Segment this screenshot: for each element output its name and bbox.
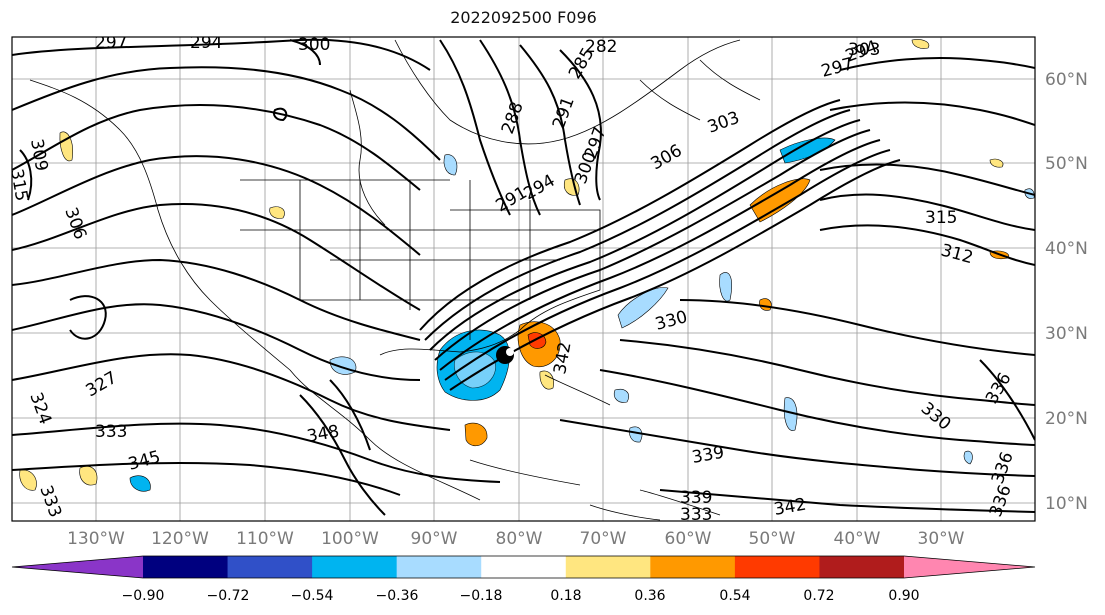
graticule <box>12 37 1035 521</box>
latitude-label: 60°N <box>1045 70 1088 90</box>
colorbar-segment <box>12 556 143 578</box>
map-title: 2022092500 F096 <box>450 8 597 27</box>
colorbar <box>11 555 1036 579</box>
colorbar-tick-label: 0.18 <box>550 588 581 604</box>
colorbar-segment <box>650 556 736 578</box>
map-area <box>12 37 1035 521</box>
longitude-label: 110°W <box>236 529 294 549</box>
longitude-label: 130°W <box>67 529 125 549</box>
map-frame <box>11 36 1036 522</box>
colorbar-segment <box>227 556 313 578</box>
contour-label: 339 <box>680 488 712 508</box>
colorbar-segment <box>143 556 229 578</box>
latitude-label: 10°N <box>1045 494 1088 514</box>
colorbar-tick-label: 0.90 <box>888 588 919 604</box>
coastlines <box>29 39 761 521</box>
contour-label: 282 <box>585 37 617 57</box>
colorbar-segment <box>312 556 398 578</box>
longitude-label: 80°W <box>496 529 543 549</box>
longitude-label: 60°W <box>665 529 712 549</box>
longitude-label: 40°W <box>834 529 881 549</box>
colorbar-segment <box>481 556 567 578</box>
colorbar-segment <box>565 556 651 578</box>
colorbar-segment <box>396 556 482 578</box>
storm-center-marker <box>496 346 514 364</box>
height-contours <box>12 38 1035 516</box>
colorbar-tick-label: −0.54 <box>291 588 334 604</box>
latitude-label: 40°N <box>1045 239 1088 259</box>
colorbar-tick-label: 0.36 <box>634 588 665 604</box>
shaded-fields <box>19 39 1035 492</box>
colorbar-segment <box>904 556 1035 578</box>
longitude-label: 50°W <box>749 529 796 549</box>
longitude-label: 70°W <box>580 529 627 549</box>
colorbar-outline <box>11 555 1036 579</box>
contour-label: 303 <box>848 40 880 60</box>
longitude-label: 100°W <box>321 529 379 549</box>
colorbar-tick-label: −0.36 <box>376 588 419 604</box>
longitude-labels: 130°W 120°W 110°W 100°W 90°W 80°W 70°W 6… <box>67 529 965 549</box>
colorbar-segment <box>734 556 820 578</box>
colorbar-tick-label: 0.54 <box>719 588 750 604</box>
latitude-label: 30°N <box>1045 324 1088 344</box>
contour-label: 333 <box>680 505 712 525</box>
contour-label: 294 <box>190 33 222 53</box>
latitude-labels: 60°N 50°N 40°N 30°N 20°N 10°N <box>1045 70 1088 514</box>
colorbar-tick-label: −0.72 <box>207 588 250 604</box>
latitude-label: 50°N <box>1045 154 1088 174</box>
contour-label: 297 <box>95 33 127 53</box>
colorbar-tick-label: 0.72 <box>803 588 834 604</box>
colorbar-tick-label: −0.18 <box>460 588 503 604</box>
contour-label: 315 <box>6 167 31 202</box>
colorbar-segment <box>819 556 905 578</box>
contour-label: 315 <box>925 208 957 228</box>
colorbar-labels: −0.90 −0.72 −0.54 −0.36 −0.18 0.18 0.36 … <box>122 588 920 604</box>
contour-label: 300 <box>298 35 330 55</box>
longitude-label: 120°W <box>151 529 209 549</box>
colorbar-tick-label: −0.90 <box>122 588 165 604</box>
latitude-label: 20°N <box>1045 409 1088 429</box>
longitude-label: 30°W <box>918 529 965 549</box>
longitude-label: 90°W <box>411 529 458 549</box>
contour-label: 333 <box>95 422 127 442</box>
